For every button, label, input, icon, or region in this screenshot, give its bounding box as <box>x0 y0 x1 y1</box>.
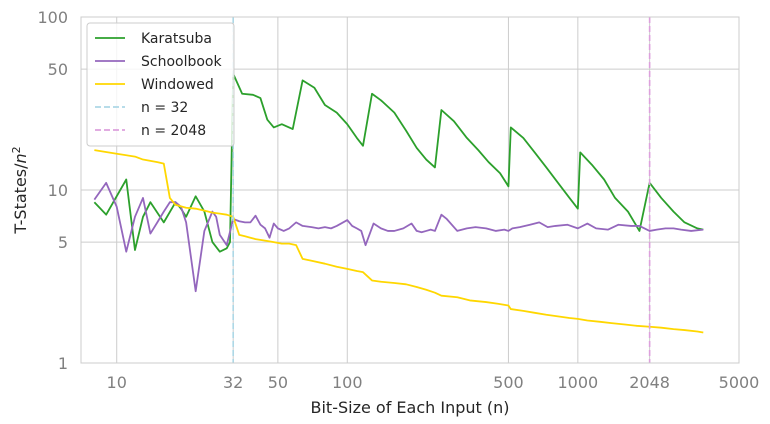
series-lines <box>93 17 704 363</box>
series-line-schoolbook <box>93 181 704 293</box>
x-tick-label: 50 <box>268 373 288 392</box>
x-tick-label: 100 <box>332 373 363 392</box>
x-axis-title: Bit-Size of Each Input (n) <box>311 398 510 417</box>
legend-label-n-32: n = 32 <box>141 100 188 116</box>
y-tick-label: 50 <box>48 60 68 79</box>
legend-label-n-2048: n = 2048 <box>141 123 206 139</box>
x-tick-label: 2048 <box>629 373 670 392</box>
series-line-karatsuba <box>93 72 704 253</box>
plot-frame <box>80 16 740 364</box>
legend-label-windowed: Windowed <box>141 77 214 93</box>
y-axis-title: T-States/n2 <box>10 146 30 234</box>
series-line-windowed <box>94 149 704 334</box>
x-tick-label: 32 <box>223 373 243 392</box>
y-tick-label: 10 <box>48 181 68 200</box>
legend-label-schoolbook: Schoolbook <box>141 54 222 70</box>
tick-labels: 10 32 50 100 500 1000 2048 5000 1 5 10 50 100 <box>37 8 759 392</box>
x-tick-label: 10 <box>107 373 127 392</box>
legend: Karatsuba Schoolbook Windowed n = 32 n = 204… <box>86 22 235 147</box>
y-tick-label: 1 <box>58 354 68 373</box>
x-tick-label: 5000 <box>719 373 760 392</box>
x-tick-label: 1000 <box>557 373 598 392</box>
y-tick-label: 5 <box>58 233 68 252</box>
legend-box <box>86 22 235 147</box>
x-tick-label: 500 <box>493 373 524 392</box>
y-tick-label: 100 <box>37 8 68 27</box>
legend-label-karatsuba: Karatsuba <box>141 31 212 47</box>
